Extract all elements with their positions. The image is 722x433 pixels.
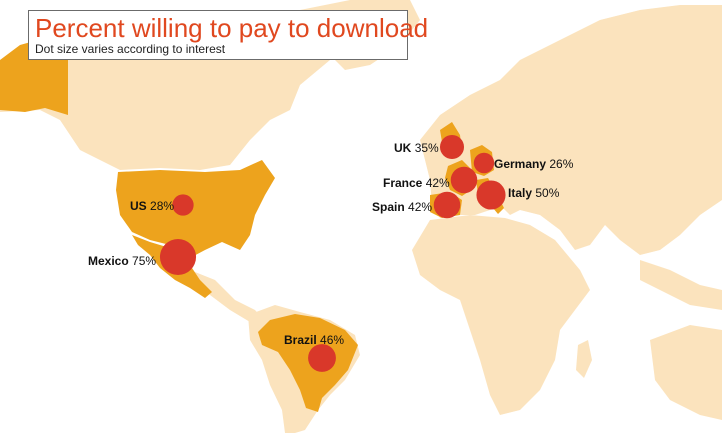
title-box: Percent willing to pay to download Dot s… (28, 10, 428, 60)
dot-us (172, 194, 194, 216)
label-us-value: 28% (150, 199, 175, 213)
label-germany: Germany 26% (494, 157, 573, 171)
land-central-america (190, 270, 262, 322)
dot-brazil (308, 344, 336, 372)
region-us (116, 160, 275, 258)
region-brazil (258, 314, 358, 412)
label-uk: UK 35% (394, 141, 439, 155)
dot-spain (433, 191, 461, 219)
label-uk-name: UK (394, 141, 412, 155)
land-africa (412, 215, 590, 415)
label-france-name: France (383, 176, 423, 190)
land-madagascar (576, 340, 592, 378)
label-germany-value: 26% (549, 157, 574, 171)
label-spain-name: Spain (372, 200, 405, 214)
label-us: US 28% (130, 199, 174, 213)
map-subtitle: Dot size varies according to interest (35, 42, 226, 56)
label-brazil: Brazil 46% (284, 333, 344, 347)
dot-france (450, 166, 478, 194)
label-france: France 42% (383, 176, 450, 190)
label-mexico-name: Mexico (88, 254, 129, 268)
land-australia (650, 325, 722, 420)
label-mexico-value: 75% (132, 254, 157, 268)
label-spain: Spain 42% (372, 200, 432, 214)
label-germany-name: Germany (494, 157, 547, 171)
interest-dots (159, 134, 506, 372)
dot-italy (476, 180, 506, 210)
label-italy: Italy 50% (508, 186, 559, 200)
label-italy-value: 50% (535, 186, 560, 200)
dot-mexico (159, 238, 197, 276)
label-italy-name: Italy (508, 186, 533, 200)
label-brazil-value: 46% (320, 333, 345, 347)
label-france-value: 42% (425, 176, 450, 190)
label-uk-value: 35% (414, 141, 439, 155)
land-se-asia (640, 260, 722, 310)
label-spain-value: 42% (408, 200, 433, 214)
label-brazil-name: Brazil (284, 333, 317, 347)
label-us-name: US (130, 199, 147, 213)
dot-uk (439, 134, 465, 160)
dot-germany (473, 152, 495, 174)
label-mexico: Mexico 75% (88, 254, 156, 268)
map-title: Percent willing to pay to download (35, 13, 429, 43)
